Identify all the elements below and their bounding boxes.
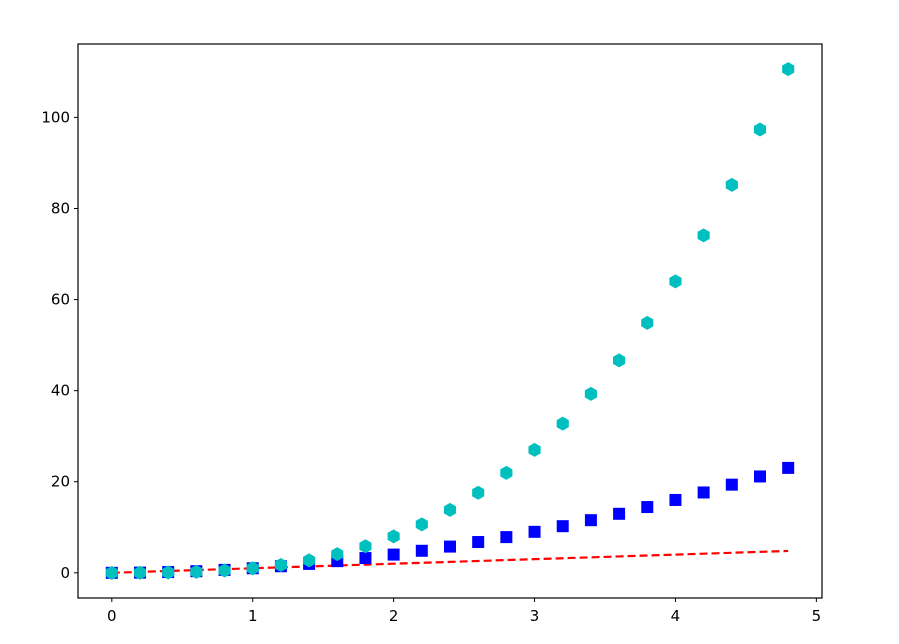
y-tick-label: 40: [51, 382, 70, 400]
square-marker: [782, 461, 795, 474]
hexagon-marker: [641, 315, 654, 330]
hexagon-marker: [753, 122, 767, 137]
square-marker: [359, 552, 372, 565]
hexagon-marker: [415, 517, 428, 532]
x-tick-label: 4: [671, 607, 681, 625]
y-tick-label: 60: [51, 291, 70, 309]
square-marker: [697, 486, 710, 499]
square-marker: [754, 470, 766, 483]
hexagon-marker: [725, 177, 738, 192]
hexagon-marker: [133, 565, 147, 580]
y-tick-label: 80: [51, 199, 70, 217]
hexagon-marker: [105, 565, 118, 580]
hexagon-marker: [528, 442, 541, 457]
square-marker: [528, 525, 541, 538]
hexagon-marker: [387, 529, 400, 544]
hexagon-marker: [359, 539, 372, 554]
square-marker: [584, 514, 597, 527]
hexagon-marker: [218, 563, 231, 578]
square-marker: [472, 536, 485, 549]
square-marker: [444, 540, 456, 553]
hexagon-marker: [613, 353, 626, 368]
hexagon-marker: [246, 561, 259, 576]
square-marker: [669, 493, 682, 506]
y-tick-label: 0: [60, 564, 70, 582]
x-tick-label: 3: [530, 607, 540, 625]
hexagon-marker: [443, 502, 457, 517]
x-tick-label: 2: [389, 607, 399, 625]
hexagon-marker: [669, 274, 682, 289]
square-marker: [556, 520, 569, 533]
y-tick-label: 100: [41, 108, 70, 126]
y-tick-label: 20: [51, 473, 70, 491]
square-marker: [500, 531, 513, 544]
square-marker: [641, 501, 654, 514]
hexagon-marker: [303, 553, 316, 568]
hexagon-marker: [556, 416, 569, 431]
square-marker: [613, 507, 626, 520]
hexagon-marker: [500, 465, 513, 480]
hexagon-marker: [331, 547, 344, 562]
hexagon-marker: [274, 557, 287, 572]
hexagon-marker: [472, 485, 485, 500]
x-tick-label: 5: [812, 607, 822, 625]
x-tick-label: 0: [107, 607, 117, 625]
square-marker: [387, 548, 400, 561]
x-tick-label: 1: [248, 607, 258, 625]
hexagon-marker: [162, 565, 175, 580]
hexagon-marker: [697, 228, 710, 243]
square-marker: [725, 478, 738, 491]
square-marker: [415, 544, 428, 557]
hexagon-marker: [584, 386, 597, 401]
hexagon-marker: [782, 62, 795, 77]
hexagon-marker: [190, 564, 203, 579]
